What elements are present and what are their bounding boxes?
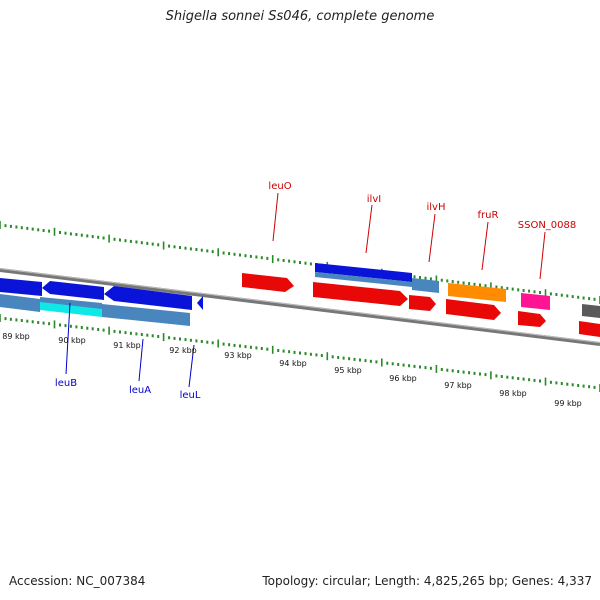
gene-forward[interactable]	[582, 304, 600, 318]
reverse-genes	[0, 278, 203, 326]
gene-label-leuo[interactable]: leuO	[268, 181, 291, 192]
backbone	[0, 268, 600, 346]
gene-reverse[interactable]	[0, 278, 42, 296]
gene-forward[interactable]	[521, 293, 550, 310]
axis-label: 89 kbp	[2, 332, 30, 341]
gene-label-leua[interactable]: leuA	[129, 385, 151, 396]
axis-label: 97 kbp	[444, 381, 472, 390]
gene-reverse-region[interactable]	[40, 297, 102, 309]
axis-label: 92 kbp	[169, 346, 197, 355]
gene-forward[interactable]	[315, 263, 412, 282]
axis-label: 96 kbp	[389, 374, 417, 383]
axis-label: 99 kbp	[554, 399, 582, 408]
gene-forward[interactable]	[412, 278, 439, 293]
axis-label: 91 kbp	[113, 341, 141, 350]
backbone-highlight	[0, 268, 600, 344]
gene-reverse-region[interactable]	[0, 294, 40, 312]
axis-labels: 89 kbp 90 kbp 91 kbp 92 kbp 93 kbp 94 kb…	[2, 332, 582, 408]
backbone-line	[0, 268, 600, 346]
axis-label: 95 kbp	[334, 366, 362, 375]
gene-forward[interactable]	[446, 299, 501, 320]
axis-label: 90 kbp	[58, 336, 86, 345]
gene-label-ilvh[interactable]: ilvH	[427, 202, 446, 213]
forward-genes	[242, 263, 600, 337]
gene-label-leaders	[65, 192, 546, 388]
gene-forward[interactable]	[315, 272, 412, 287]
accession-text: Accession: NC_007384	[9, 574, 146, 588]
axis-label: 98 kbp	[499, 389, 527, 398]
gene-forward[interactable]	[518, 311, 546, 327]
gene-reverse-region[interactable]	[102, 304, 190, 326]
gene-label-leul[interactable]: leuL	[180, 390, 201, 401]
genome-title: Shigella sonnei Ss046, complete genome	[165, 9, 435, 24]
gene-labels: leuO ilvI ilvH fruR SSON_0088 leuB leuA …	[55, 181, 576, 401]
axis-label: 94 kbp	[279, 359, 307, 368]
gene-label-sson-0088[interactable]: SSON_0088	[518, 220, 577, 231]
genome-stats-text: Topology: circular; Length: 4,825,265 bp…	[262, 574, 592, 588]
gene-forward[interactable]	[448, 283, 506, 302]
gene-reverse-region[interactable]	[40, 301, 102, 317]
gene-reverse[interactable]	[197, 296, 203, 310]
axis-label: 93 kbp	[224, 351, 252, 360]
tick-marks	[0, 221, 600, 392]
gene-reverse[interactable]	[104, 286, 192, 310]
gene-label-frur[interactable]: fruR	[478, 210, 499, 221]
gene-forward[interactable]	[313, 282, 408, 306]
gene-reverse[interactable]	[42, 281, 104, 300]
gene-label-leub[interactable]: leuB	[55, 378, 77, 389]
gene-forward[interactable]	[409, 295, 436, 311]
gene-forward[interactable]	[242, 273, 294, 292]
gene-forward[interactable]	[579, 321, 600, 337]
gene-label-ilvi[interactable]: ilvI	[367, 194, 381, 205]
